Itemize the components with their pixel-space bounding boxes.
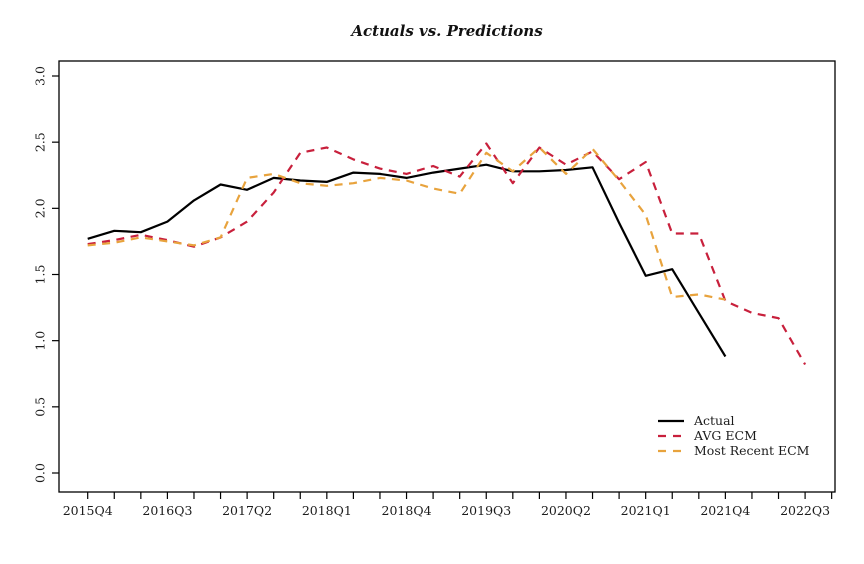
x-axis-tick-label: 2015Q4 [63, 503, 113, 518]
x-axis-tick-label: 2019Q3 [461, 503, 511, 518]
y-axis-tick-label: 0.0 [32, 463, 47, 483]
x-axis-tick-label: 2020Q2 [541, 503, 591, 518]
y-axis-tick-label: 3.0 [32, 66, 47, 86]
x-axis-tick-label: 2016Q3 [142, 503, 192, 518]
x-axis-tick-label: 2021Q4 [700, 503, 750, 518]
x-axis-tick-label: 2021Q1 [621, 503, 671, 518]
x-axis-tick-label: 2017Q2 [222, 503, 272, 518]
x-axis-tick-label: 2018Q4 [382, 503, 432, 518]
legend-label-avg-ecm: AVG ECM [693, 428, 757, 443]
series-avg-ecm-line [87, 142, 807, 366]
x-axis-tick-label: 2018Q1 [302, 503, 352, 518]
series-most-recent-ecm-line [87, 146, 726, 301]
legend-label-actual: Actual [693, 413, 735, 428]
x-axis-tick-label: 2022Q3 [780, 503, 830, 518]
y-axis-tick-label: 1.0 [32, 331, 47, 351]
chart-title: Actuals vs. Predictions [351, 22, 543, 40]
y-axis-tick-label: 2.5 [32, 132, 47, 152]
y-axis-tick-label: 1.5 [32, 265, 47, 285]
plot-border [58, 60, 836, 493]
y-axis-tick-label: 0.5 [32, 397, 47, 417]
y-axis-tick-label: 2.0 [32, 198, 47, 218]
legend-label-most-recent-ecm: Most Recent ECM [694, 443, 810, 458]
series-actual-line [87, 163, 727, 358]
